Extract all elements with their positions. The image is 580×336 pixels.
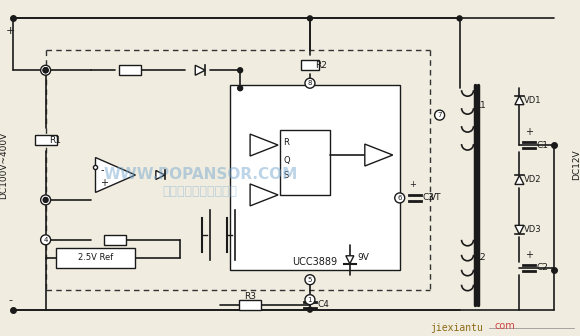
Circle shape [41, 235, 50, 245]
Text: R1: R1 [50, 135, 61, 144]
Circle shape [305, 78, 315, 88]
Text: R3: R3 [244, 292, 256, 301]
Circle shape [307, 16, 313, 21]
Polygon shape [365, 144, 393, 166]
Circle shape [238, 86, 242, 91]
Text: +: + [409, 180, 416, 190]
Bar [239, 300, 261, 310]
Text: S: S [283, 171, 288, 180]
Text: -: - [9, 295, 13, 305]
Text: L2: L2 [476, 253, 486, 262]
Text: 7: 7 [437, 112, 442, 118]
Text: R: R [283, 137, 289, 146]
Text: +: + [6, 26, 16, 36]
Text: 4: 4 [44, 237, 48, 243]
Text: 2.5V Ref: 2.5V Ref [78, 253, 113, 262]
Circle shape [395, 193, 405, 203]
Polygon shape [250, 184, 278, 206]
Bar [230, 85, 400, 270]
Text: 3: 3 [44, 67, 48, 73]
Bar [35, 135, 57, 145]
Bar [301, 60, 319, 70]
Text: C2: C2 [536, 263, 548, 272]
Polygon shape [96, 158, 135, 193]
Text: 杭州将睿电子有限公司: 杭州将睿电子有限公司 [163, 185, 238, 199]
Text: R2: R2 [315, 61, 327, 70]
Circle shape [305, 275, 315, 285]
Bar [104, 235, 126, 245]
Circle shape [41, 195, 50, 205]
Text: L1: L1 [476, 101, 486, 110]
Text: UCC3889: UCC3889 [292, 257, 338, 267]
Polygon shape [515, 96, 524, 104]
Text: jiexiantu: jiexiantu [430, 323, 483, 333]
Text: DC12V: DC12V [572, 150, 580, 180]
Circle shape [305, 295, 315, 305]
Text: C3: C3 [423, 194, 434, 202]
Polygon shape [250, 134, 278, 156]
Circle shape [43, 68, 48, 73]
Text: C1: C1 [536, 140, 548, 150]
Text: VT: VT [430, 194, 441, 202]
Circle shape [43, 198, 48, 202]
Polygon shape [515, 175, 524, 184]
Text: Q: Q [283, 156, 289, 165]
Polygon shape [515, 225, 524, 234]
Text: 5: 5 [308, 277, 312, 283]
Text: VD1: VD1 [524, 96, 542, 105]
Circle shape [43, 68, 48, 73]
Text: DC100V~400V: DC100V~400V [0, 131, 8, 199]
Circle shape [457, 16, 462, 21]
Text: VD3: VD3 [524, 225, 542, 234]
Text: -: - [100, 165, 104, 175]
Polygon shape [346, 256, 354, 264]
Text: VD2: VD2 [524, 175, 542, 184]
Bar [280, 130, 330, 195]
Circle shape [434, 110, 445, 120]
Text: +: + [525, 250, 534, 260]
Circle shape [41, 65, 50, 75]
Circle shape [238, 68, 242, 73]
Polygon shape [156, 170, 165, 179]
Polygon shape [195, 65, 205, 75]
Text: 9V: 9V [358, 253, 369, 262]
Text: 1: 1 [308, 297, 312, 303]
Text: C4: C4 [318, 300, 330, 309]
Bar [56, 248, 135, 268]
Text: 8: 8 [308, 80, 312, 86]
Text: +: + [100, 178, 108, 188]
Text: 2: 2 [44, 197, 48, 203]
Bar [119, 65, 142, 75]
Text: WWW.POPANSOR.COM: WWW.POPANSOR.COM [103, 167, 298, 182]
Text: com: com [495, 321, 515, 331]
Text: +: + [525, 127, 534, 137]
Text: 6: 6 [397, 195, 402, 201]
Circle shape [307, 307, 313, 312]
